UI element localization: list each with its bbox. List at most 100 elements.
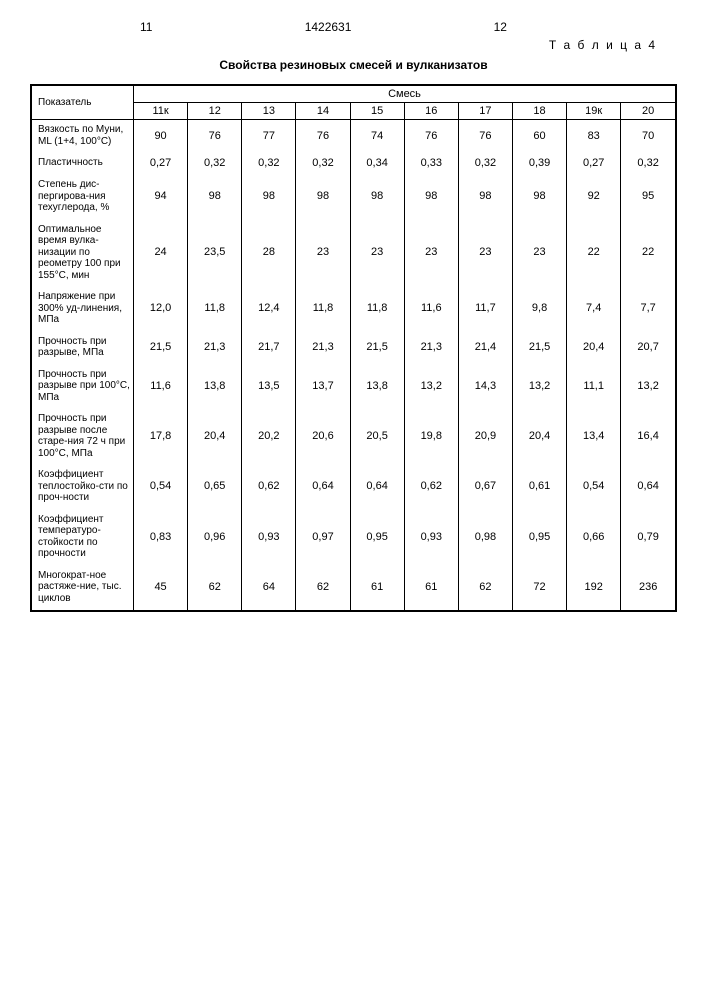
cell: 7,7 xyxy=(621,287,676,332)
cell: 98 xyxy=(458,175,512,220)
cell: 12,0 xyxy=(134,287,188,332)
cell: 83 xyxy=(567,120,621,154)
cell: 21,5 xyxy=(512,332,566,365)
table-row: Вязкость по Муни, ML (1+4, 100°С)9076777… xyxy=(31,120,676,154)
cell: 98 xyxy=(296,175,350,220)
cell: 62 xyxy=(296,566,350,612)
cell: 70 xyxy=(621,120,676,154)
cell: 21,4 xyxy=(458,332,512,365)
row-label: Коэффициент теплостойко-сти по проч-ност… xyxy=(31,465,134,510)
cell: 0,97 xyxy=(296,510,350,566)
column-header: 20 xyxy=(621,103,676,120)
table-row: Коэффициент теплостойко-сти по проч-ност… xyxy=(31,465,676,510)
cell: 23 xyxy=(512,220,566,288)
cell: 45 xyxy=(134,566,188,612)
table-row: Напряжение при 300% уд-линения, МПа12,01… xyxy=(31,287,676,332)
row-label: Прочность при разрыве при 100°С, МПа xyxy=(31,365,134,410)
cell: 20,6 xyxy=(296,409,350,465)
cell: 0,34 xyxy=(350,153,404,175)
cell: 17,8 xyxy=(134,409,188,465)
cell: 74 xyxy=(350,120,404,154)
column-header: 14 xyxy=(296,103,350,120)
cell: 0,39 xyxy=(512,153,566,175)
cell: 11,6 xyxy=(134,365,188,410)
cell: 0,65 xyxy=(188,465,242,510)
table-row: Степень дис-пергирова-ния техуглерода, %… xyxy=(31,175,676,220)
row-label: Многократ-ное растяже-ние, тыс. циклов xyxy=(31,566,134,612)
cell: 22 xyxy=(621,220,676,288)
cell: 16,4 xyxy=(621,409,676,465)
row-label: Степень дис-пергирова-ния техуглерода, % xyxy=(31,175,134,220)
table-label: Т а б л и ц а 4 xyxy=(30,38,657,52)
group-header: Смесь xyxy=(134,85,677,103)
table-row: Коэффициент температуро-стойкости по про… xyxy=(31,510,676,566)
cell: 0,32 xyxy=(242,153,296,175)
cell: 0,32 xyxy=(188,153,242,175)
table-row: Оптимальное время вулка-низации по реоме… xyxy=(31,220,676,288)
column-header: 16 xyxy=(404,103,458,120)
column-header: 13 xyxy=(242,103,296,120)
cell: 28 xyxy=(242,220,296,288)
cell: 14,3 xyxy=(458,365,512,410)
cell: 13,8 xyxy=(350,365,404,410)
cell: 0,61 xyxy=(512,465,566,510)
cell: 0,95 xyxy=(350,510,404,566)
cell: 23 xyxy=(296,220,350,288)
column-header: 19к xyxy=(567,103,621,120)
column-header: 17 xyxy=(458,103,512,120)
cell: 236 xyxy=(621,566,676,612)
cell: 20,9 xyxy=(458,409,512,465)
cell: 0,64 xyxy=(350,465,404,510)
cell: 20,4 xyxy=(512,409,566,465)
cell: 11,1 xyxy=(567,365,621,410)
cell: 94 xyxy=(134,175,188,220)
cell: 11,8 xyxy=(350,287,404,332)
cell: 13,5 xyxy=(242,365,296,410)
cell: 0,27 xyxy=(134,153,188,175)
table-row: Прочность при разрыве после старе-ния 72… xyxy=(31,409,676,465)
page-left: 11 xyxy=(140,20,152,34)
cell: 21,3 xyxy=(296,332,350,365)
cell: 0,79 xyxy=(621,510,676,566)
cell: 23 xyxy=(404,220,458,288)
cell: 20,2 xyxy=(242,409,296,465)
table-row: Прочность при разрыве при 100°С, МПа11,6… xyxy=(31,365,676,410)
cell: 13,2 xyxy=(404,365,458,410)
cell: 0,66 xyxy=(567,510,621,566)
cell: 13,7 xyxy=(296,365,350,410)
cell: 76 xyxy=(188,120,242,154)
cell: 0,62 xyxy=(404,465,458,510)
cell: 192 xyxy=(567,566,621,612)
column-header: 15 xyxy=(350,103,404,120)
cell: 61 xyxy=(350,566,404,612)
cell: 98 xyxy=(188,175,242,220)
cell: 0,93 xyxy=(242,510,296,566)
cell: 0,62 xyxy=(242,465,296,510)
cell: 0,33 xyxy=(404,153,458,175)
cell: 24 xyxy=(134,220,188,288)
cell: 9,8 xyxy=(512,287,566,332)
cell: 21,5 xyxy=(350,332,404,365)
cell: 64 xyxy=(242,566,296,612)
cell: 62 xyxy=(188,566,242,612)
cell: 21,5 xyxy=(134,332,188,365)
cell: 11,8 xyxy=(296,287,350,332)
cell: 19,8 xyxy=(404,409,458,465)
cell: 0,64 xyxy=(296,465,350,510)
column-header: 18 xyxy=(512,103,566,120)
cell: 76 xyxy=(404,120,458,154)
cell: 21,3 xyxy=(188,332,242,365)
cell: 7,4 xyxy=(567,287,621,332)
cell: 13,2 xyxy=(512,365,566,410)
cell: 98 xyxy=(350,175,404,220)
row-label: Вязкость по Муни, ML (1+4, 100°С) xyxy=(31,120,134,154)
cell: 76 xyxy=(296,120,350,154)
cell: 0,32 xyxy=(458,153,512,175)
row-label: Коэффициент температуро-стойкости по про… xyxy=(31,510,134,566)
cell: 0,98 xyxy=(458,510,512,566)
page-title: Свойства резиновых смесей и вулканизатов xyxy=(30,58,677,72)
cell: 22 xyxy=(567,220,621,288)
table-row: Многократ-ное растяже-ние, тыс. циклов45… xyxy=(31,566,676,612)
cell: 23 xyxy=(458,220,512,288)
cell: 60 xyxy=(512,120,566,154)
